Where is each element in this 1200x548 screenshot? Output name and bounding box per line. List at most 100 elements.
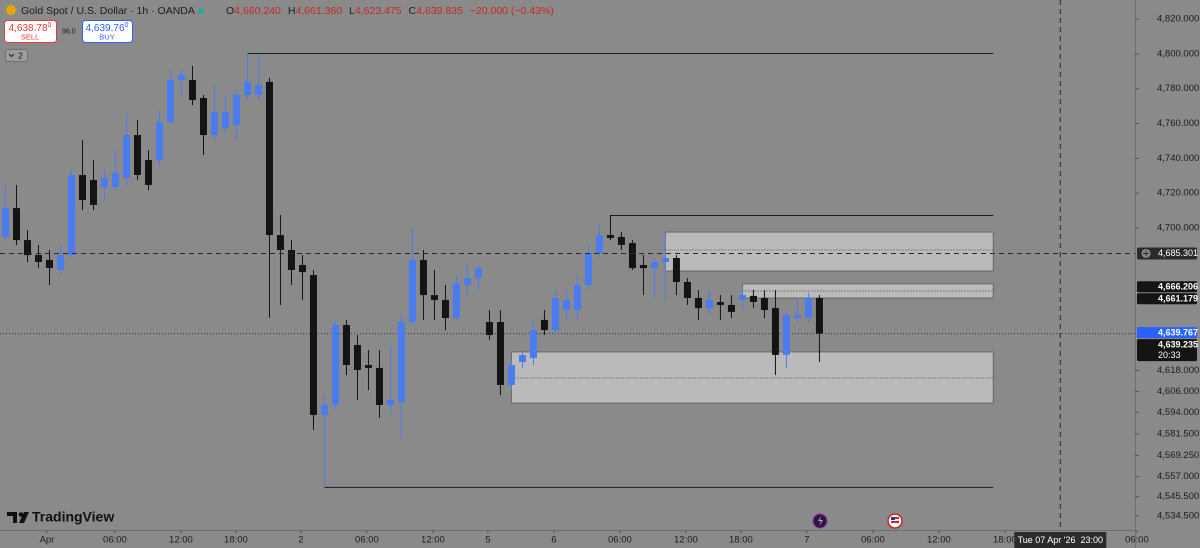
price-label-box <box>1137 327 1197 339</box>
sell-button[interactable]: 4,638.780 SELL <box>4 20 57 43</box>
ohlc-change: −20.000 (−0.43%) <box>470 5 554 17</box>
y-tick-label: 4,581.500 <box>1157 429 1199 440</box>
ohlc-key: H <box>288 5 296 17</box>
x-tick-label: 12:00 <box>421 535 445 546</box>
candle-body <box>485 322 493 336</box>
candle-body <box>67 175 75 256</box>
candle-body <box>386 399 394 405</box>
candle-body <box>606 235 614 238</box>
sell-price[interactable]: 4,638.780 <box>9 22 52 34</box>
y-tick-label: 4,606.000 <box>1157 386 1199 397</box>
sell-price-fraction[interactable]: 0 <box>48 22 52 29</box>
flag-stripe[interactable] <box>891 521 899 523</box>
candle-body <box>584 252 592 285</box>
candle-body <box>419 259 427 296</box>
symbol-icon <box>6 5 16 15</box>
y-tick-label: 4,557.000 <box>1157 471 1199 482</box>
candle-body <box>155 121 163 161</box>
ohlc-value: 4,623.475 <box>355 5 402 17</box>
x-tick-label: 06:00 <box>608 535 632 546</box>
candle-body <box>595 235 603 253</box>
candle-body <box>760 298 768 311</box>
y-tick-label: 4,594.000 <box>1157 407 1199 418</box>
candle-body <box>628 243 636 269</box>
zone <box>665 231 994 272</box>
candle-body <box>661 257 669 262</box>
candle-body <box>309 275 317 415</box>
candle-body <box>89 180 97 205</box>
axes: 4,820.000 4,800.000 4,780.000 4,760.000 4,74… <box>40 14 1199 548</box>
candle-body <box>144 160 152 185</box>
candle-body <box>199 97 207 135</box>
buy-label[interactable]: BUY <box>99 32 114 41</box>
candle-body <box>254 85 262 95</box>
y-tick-label: 4,780.000 <box>1157 83 1199 94</box>
candle-body <box>287 249 295 270</box>
candle-body <box>331 324 339 405</box>
candle-body <box>166 80 174 122</box>
event-icon[interactable] <box>812 513 828 529</box>
x-tick-label: 7 <box>804 535 809 546</box>
sell-price-main[interactable]: 4,638.78 <box>9 23 48 34</box>
y-tick-label: 4,820.000 <box>1157 14 1199 25</box>
price-label: 4,661.179 <box>1158 293 1198 303</box>
indicators-box[interactable] <box>5 49 28 62</box>
candle-body <box>518 355 526 363</box>
candle-body <box>364 364 372 368</box>
candle-body <box>617 236 625 245</box>
buy-price[interactable]: 4,639.760 <box>86 22 129 34</box>
indicators-count[interactable]: 2 <box>18 50 23 60</box>
x-tick-label: Apr <box>40 535 55 546</box>
logo: TradingView <box>7 509 114 525</box>
chevron[interactable] <box>8 53 15 58</box>
buy-button[interactable]: 4,639.760 BUY <box>82 20 133 43</box>
candle-body <box>650 261 658 269</box>
sell-label[interactable]: SELL <box>21 32 39 41</box>
market-status <box>198 8 204 14</box>
y-tick-label: 4,720.000 <box>1157 188 1199 199</box>
candle-body <box>738 295 746 300</box>
price-label-countdown: 20:33 <box>1158 350 1181 360</box>
price-label: 4,666.206 <box>1158 281 1198 291</box>
event-bolt[interactable] <box>818 516 823 526</box>
indicators-toggle[interactable]: 2 <box>5 49 28 62</box>
candle-body <box>716 302 724 305</box>
y-tick-label: 4,569.250 <box>1157 450 1199 461</box>
candle-body <box>243 81 251 95</box>
price-label-box <box>1137 281 1197 293</box>
candle-body <box>540 319 548 331</box>
buy-price-main[interactable]: 4,639.76 <box>86 23 125 34</box>
candle-body <box>122 134 130 178</box>
candle-body <box>672 257 680 283</box>
crosshair-price-box <box>1137 247 1197 260</box>
sell-box[interactable] <box>4 20 57 43</box>
candle-body <box>573 284 581 311</box>
event-icon[interactable] <box>887 513 903 529</box>
candle-body <box>496 322 504 385</box>
buy-price-fraction[interactable]: 0 <box>125 22 129 29</box>
y-tick-label: 4,534.500 <box>1157 510 1199 521</box>
candle-body <box>232 94 240 126</box>
candle-body <box>298 264 306 273</box>
candle-body <box>639 264 647 269</box>
candle-body <box>221 112 229 129</box>
ohlc-key: C <box>409 5 417 17</box>
buy-box[interactable] <box>82 20 133 43</box>
candle-body <box>749 295 757 303</box>
candle-body <box>188 80 196 101</box>
candle-body <box>45 259 53 268</box>
candle-body <box>727 304 735 312</box>
ohlc-key: L <box>349 5 355 17</box>
x-tick-label: 12:00 <box>169 535 193 546</box>
logo-dot <box>18 512 24 517</box>
x-tick-label: 18:00 <box>224 535 248 546</box>
price-label: 4,639.235 <box>1158 339 1198 349</box>
flag-canton[interactable] <box>891 517 895 520</box>
crosshair-price-label: 4,685.301 <box>1158 248 1198 258</box>
candle-body <box>397 322 405 403</box>
zone <box>511 351 994 404</box>
candle-body <box>474 268 482 279</box>
candle-body <box>804 298 812 319</box>
candle-body <box>683 282 691 299</box>
